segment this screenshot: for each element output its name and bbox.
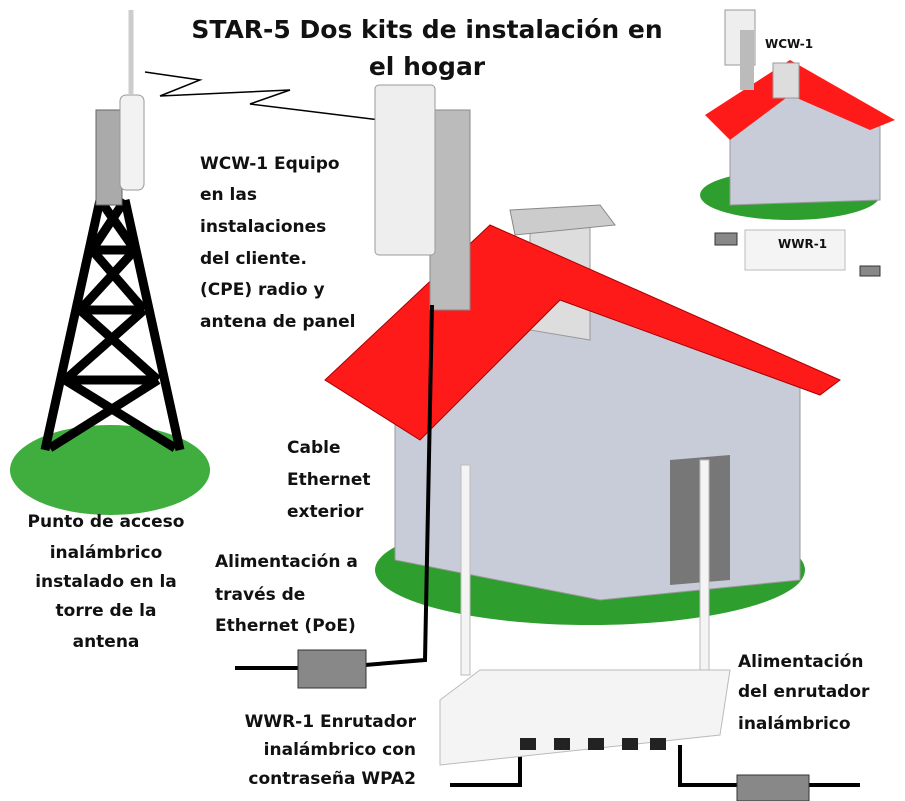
label-line: WWR-1 Enrutador	[245, 712, 417, 732]
label-line: Alimentación	[738, 652, 863, 672]
label-line: inalámbrico	[738, 714, 851, 734]
label-line: del cliente.	[200, 249, 307, 269]
pole	[430, 110, 470, 310]
router-power-label: Alimentación del enrutador inalámbrico	[738, 652, 870, 734]
label-line: instalado en la	[35, 572, 177, 592]
title: STAR-5 Dos kits de instalación en	[191, 15, 662, 44]
power-adapter	[737, 775, 809, 801]
router-antenna	[700, 460, 709, 675]
label-line: instalaciones	[200, 217, 326, 237]
mast	[96, 110, 122, 205]
router	[440, 670, 730, 765]
poe-label: Alimentación a través de Ethernet (PoE)	[215, 552, 358, 636]
power-adapter	[860, 266, 880, 276]
label-line: exterior	[287, 502, 364, 522]
label-line: antena	[73, 632, 140, 652]
access-point	[120, 95, 144, 190]
small-cpe-label: WCW-1	[765, 37, 813, 51]
label-line: antena de panel	[200, 312, 355, 332]
poe-injector	[298, 650, 366, 688]
label-line: Alimentación a	[215, 552, 358, 572]
small-router-label: WWR-1	[778, 237, 827, 251]
diagram: STAR-5 Dos kits de instalación en el hog…	[0, 0, 905, 801]
label-line: Cable	[287, 438, 340, 458]
access-point-label: Punto de acceso inalámbrico instalado en…	[28, 512, 185, 652]
poe-injector	[715, 233, 737, 245]
label-line: en las	[200, 185, 257, 205]
label-line: torre de la	[56, 601, 157, 621]
cpe-label: WCW-1 Equipo en las instalaciones del cl…	[200, 154, 355, 332]
label-line: inalámbrico con	[264, 740, 416, 760]
label-line: inalámbrico	[50, 543, 163, 563]
label-line: Ethernet (PoE)	[215, 616, 356, 636]
cable-label: Cable Ethernet exterior	[287, 438, 371, 522]
pole	[740, 30, 754, 90]
router-antenna	[461, 465, 470, 675]
label-line: WCW-1 Equipo	[200, 154, 340, 174]
tower	[45, 200, 180, 450]
label-line: Ethernet	[287, 470, 371, 490]
label-line: del enrutador	[738, 682, 870, 702]
label-line: (CPE) radio y	[200, 280, 325, 300]
cpe-panel	[375, 85, 435, 255]
label-line: contraseña WPA2	[248, 769, 416, 789]
label-line: Punto de acceso	[28, 512, 185, 532]
chimney-top	[510, 205, 615, 235]
router-label: WWR-1 Enrutador inalámbrico con contrase…	[245, 712, 417, 789]
chimney	[773, 63, 799, 98]
label-line: través de	[215, 585, 305, 605]
title: el hogar	[369, 52, 486, 81]
wireless-link	[145, 72, 380, 120]
